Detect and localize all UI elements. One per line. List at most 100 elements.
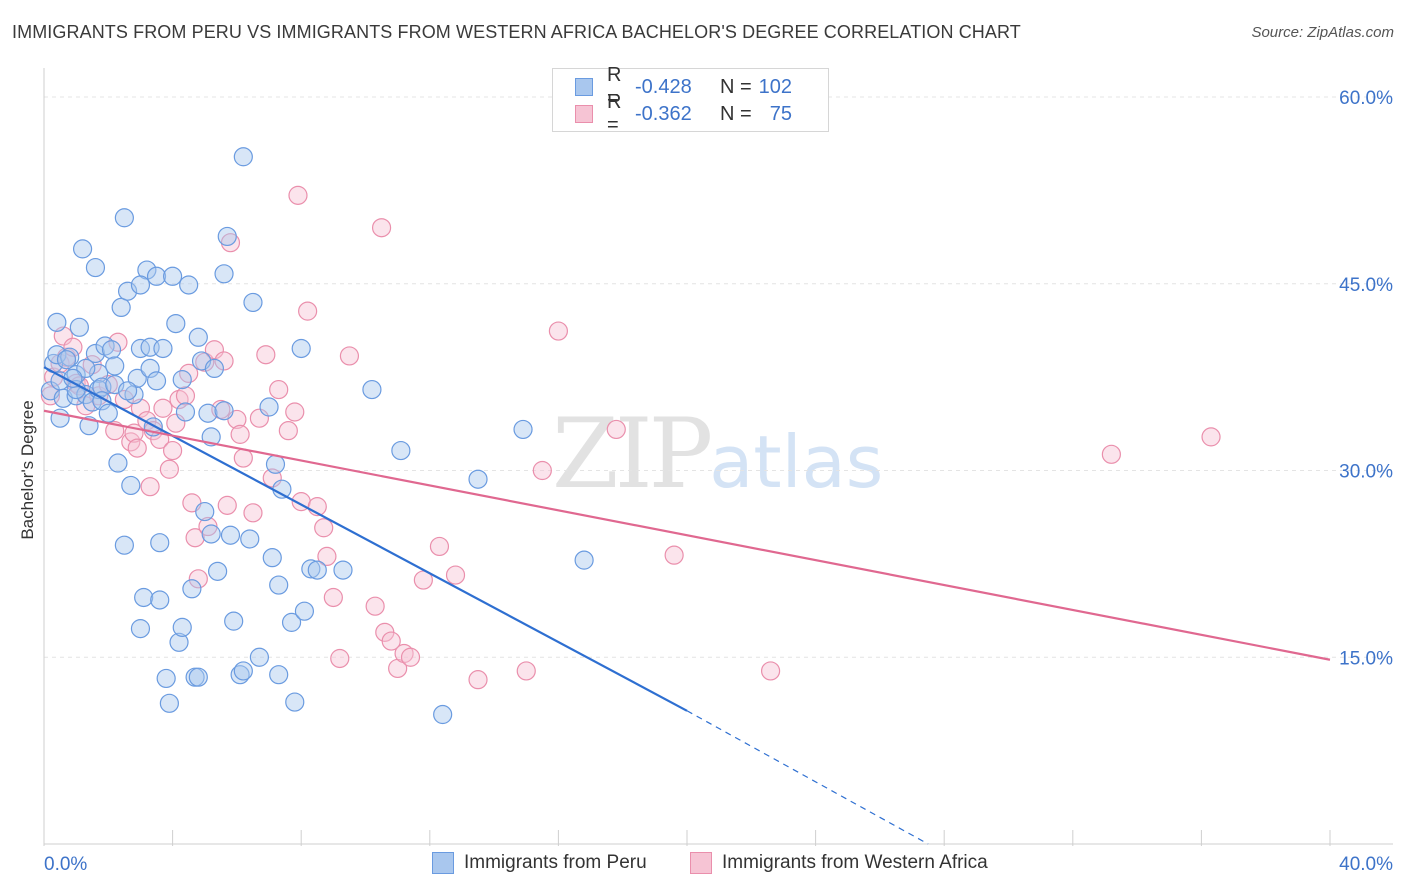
data-point-peru xyxy=(69,317,89,337)
watermark-atlas: atlas xyxy=(709,420,884,504)
data-point-peru xyxy=(391,440,411,461)
legend-r-value: -0.428 xyxy=(635,75,692,98)
watermark: ZIPatlas xyxy=(552,398,883,510)
data-point-peru xyxy=(121,475,141,496)
data-point-peru xyxy=(56,350,77,370)
data-point-wafrica xyxy=(314,518,334,538)
data-point-wafrica xyxy=(532,460,552,481)
y-tick-label: 60.0% xyxy=(1339,88,1393,109)
legend-row-peru: R = -0.428 N = 102 xyxy=(575,64,792,109)
y-tick-label: 30.0% xyxy=(1339,462,1393,483)
data-point-peru xyxy=(134,587,154,608)
chart-title: IMMIGRANTS FROM PERU VS IMMIGRANTS FROM … xyxy=(12,22,1021,42)
data-point-peru xyxy=(262,548,282,568)
data-point-peru xyxy=(281,612,302,632)
data-point-peru xyxy=(130,619,151,639)
data-point-wafrica xyxy=(516,661,536,681)
data-point-peru xyxy=(98,403,118,423)
data-point-peru xyxy=(195,501,215,522)
trend-lines xyxy=(43,366,1331,845)
data-point-peru xyxy=(140,358,160,379)
data-point-wafrica xyxy=(214,351,234,371)
data-point-peru xyxy=(182,579,202,599)
data-point-peru xyxy=(150,590,170,610)
data-point-peru xyxy=(233,661,253,681)
data-point-peru xyxy=(201,524,221,544)
data-point-peru xyxy=(85,257,106,278)
x-tick-label: 0.0% xyxy=(44,854,87,875)
data-point-peru xyxy=(291,338,311,359)
data-point-peru xyxy=(72,239,93,259)
legend-swatch-peru xyxy=(575,78,593,96)
data-point-wafrica xyxy=(381,631,401,651)
data-point-wafrica xyxy=(243,503,263,523)
data-point-peru xyxy=(159,693,179,713)
data-point-wafrica xyxy=(339,346,360,366)
data-point-peru xyxy=(513,419,533,440)
data-point-peru xyxy=(233,147,253,167)
data-point-wafrica xyxy=(175,386,196,406)
data-point-wafrica xyxy=(185,528,205,548)
data-point-peru xyxy=(259,397,279,417)
data-point-peru xyxy=(269,575,289,595)
data-point-peru xyxy=(230,665,250,685)
data-point-wafrica xyxy=(140,477,160,497)
data-point-wafrica xyxy=(278,421,298,441)
legend-r-label: R = xyxy=(607,91,622,136)
data-point-wafrica xyxy=(285,402,305,422)
data-point-peru xyxy=(188,327,208,347)
data-point-peru xyxy=(153,338,173,359)
data-point-peru xyxy=(166,313,186,334)
data-point-wafrica xyxy=(317,546,337,567)
data-point-peru xyxy=(269,665,289,685)
legend-swatch-wafrica xyxy=(575,105,593,123)
data-point-peru xyxy=(146,266,167,286)
data-point-peru xyxy=(146,371,167,391)
data-point-peru xyxy=(574,550,594,570)
correlation-legend: R = -0.428 N = 102 R = -0.362 N = 75 xyxy=(552,64,829,136)
bottom-legend-swatch-peru xyxy=(432,852,454,874)
data-point-wafrica xyxy=(445,565,466,585)
data-point-peru xyxy=(179,275,199,295)
data-point-wafrica xyxy=(217,495,237,515)
data-point-peru xyxy=(114,208,134,228)
bottom-legend-swatch-wafrica xyxy=(690,852,712,874)
data-point-peru xyxy=(101,340,122,360)
data-point-wafrica xyxy=(159,459,179,479)
data-point-peru xyxy=(169,632,189,652)
grid-lines xyxy=(44,96,1393,658)
data-point-peru xyxy=(249,647,270,667)
data-point-peru xyxy=(468,469,488,489)
data-point-peru xyxy=(150,533,170,553)
legend-r-value: -0.362 xyxy=(635,102,692,125)
data-point-peru xyxy=(301,559,321,579)
data-point-wafrica xyxy=(330,648,350,669)
data-point-wafrica xyxy=(606,419,626,440)
watermark-zip: ZIP xyxy=(552,398,713,510)
tick-labels: 15.0% 30.0% 45.0% 60.0% 0.0% 40.0% xyxy=(44,88,1393,875)
x-tick-label: 40.0% xyxy=(1339,854,1393,875)
legend-n-value: 102 xyxy=(758,75,792,98)
data-point-peru xyxy=(240,529,260,549)
data-point-peru xyxy=(307,560,327,580)
y-tick-label: 45.0% xyxy=(1339,275,1393,296)
data-point-peru xyxy=(156,668,176,689)
data-point-peru xyxy=(117,381,138,401)
series-peru-points xyxy=(40,147,594,725)
data-point-peru xyxy=(130,338,151,359)
data-point-peru xyxy=(114,535,134,555)
legend-n-label: N = xyxy=(720,102,752,125)
data-point-peru xyxy=(265,454,286,474)
legend-r-label: R = xyxy=(607,64,622,109)
bottom-legend-label-wafrica: Immigrants from Western Africa xyxy=(722,852,988,873)
data-point-peru xyxy=(285,692,305,712)
data-point-wafrica xyxy=(211,399,231,420)
legend-row-wafrica: R = -0.362 N = 75 xyxy=(575,91,792,136)
trend-line-peru xyxy=(43,366,688,712)
data-point-peru xyxy=(188,667,208,687)
legend-n-label: N = xyxy=(720,75,752,98)
data-point-wafrica xyxy=(760,661,781,681)
data-point-peru xyxy=(85,343,106,364)
bottom-legend-peru: Immigrants from Peru xyxy=(432,852,647,874)
data-point-wafrica xyxy=(153,398,173,418)
